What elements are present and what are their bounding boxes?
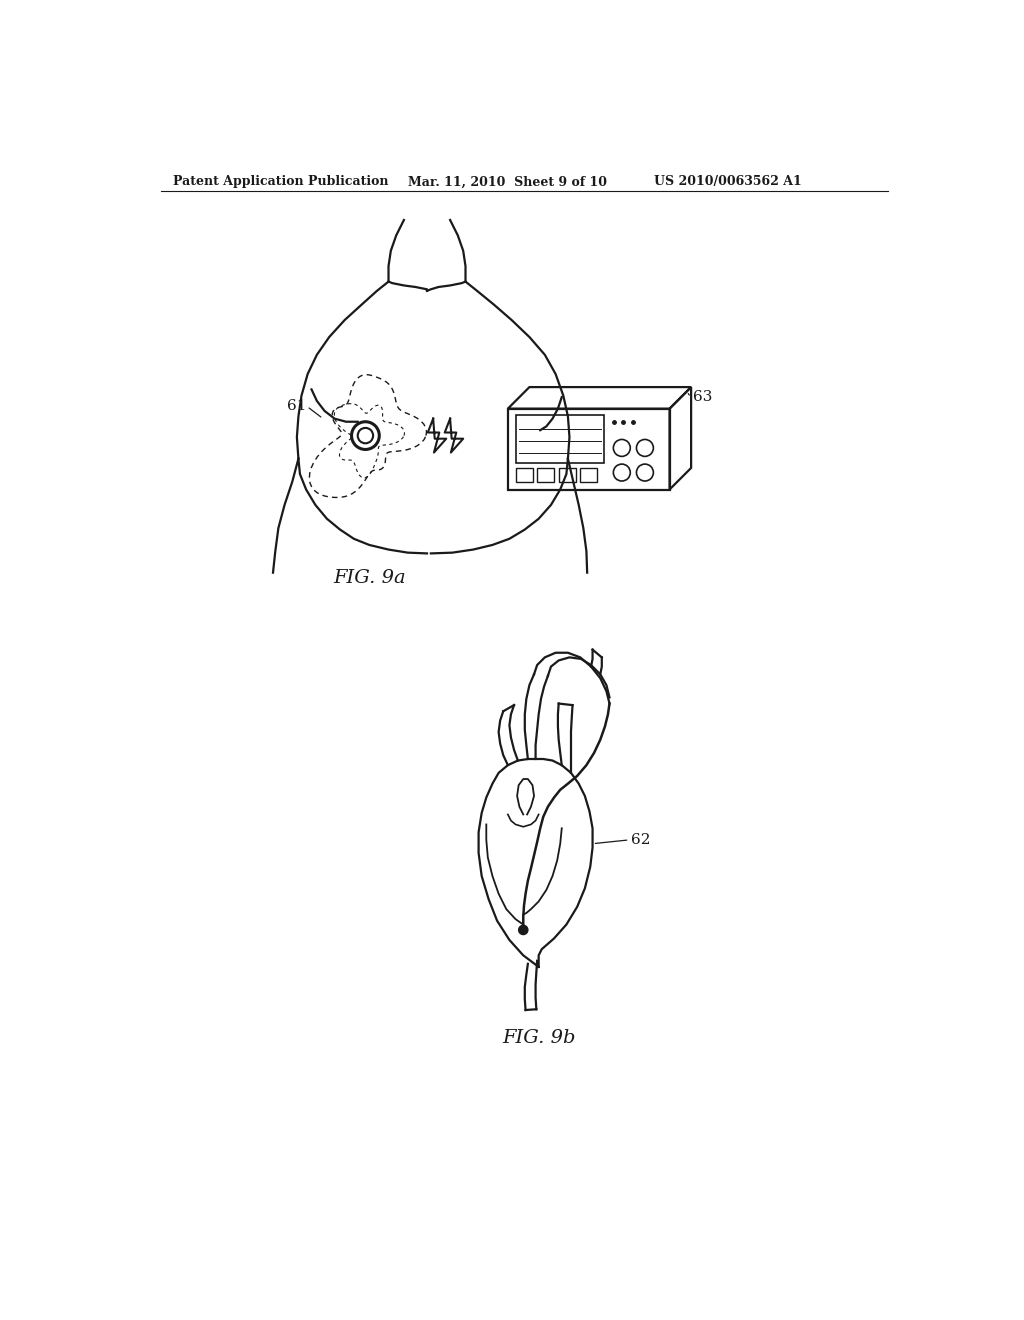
Text: Patent Application Publication: Patent Application Publication	[173, 176, 388, 189]
Text: US 2010/0063562 A1: US 2010/0063562 A1	[654, 176, 802, 189]
Text: 63: 63	[692, 391, 712, 404]
Text: FIG. 9b: FIG. 9b	[502, 1028, 575, 1047]
Text: 62: 62	[631, 833, 650, 847]
Circle shape	[518, 925, 528, 935]
Text: Mar. 11, 2010  Sheet 9 of 10: Mar. 11, 2010 Sheet 9 of 10	[408, 176, 607, 189]
Text: FIG. 9a: FIG. 9a	[333, 569, 406, 587]
Circle shape	[357, 428, 373, 444]
Text: 61: 61	[287, 400, 306, 413]
